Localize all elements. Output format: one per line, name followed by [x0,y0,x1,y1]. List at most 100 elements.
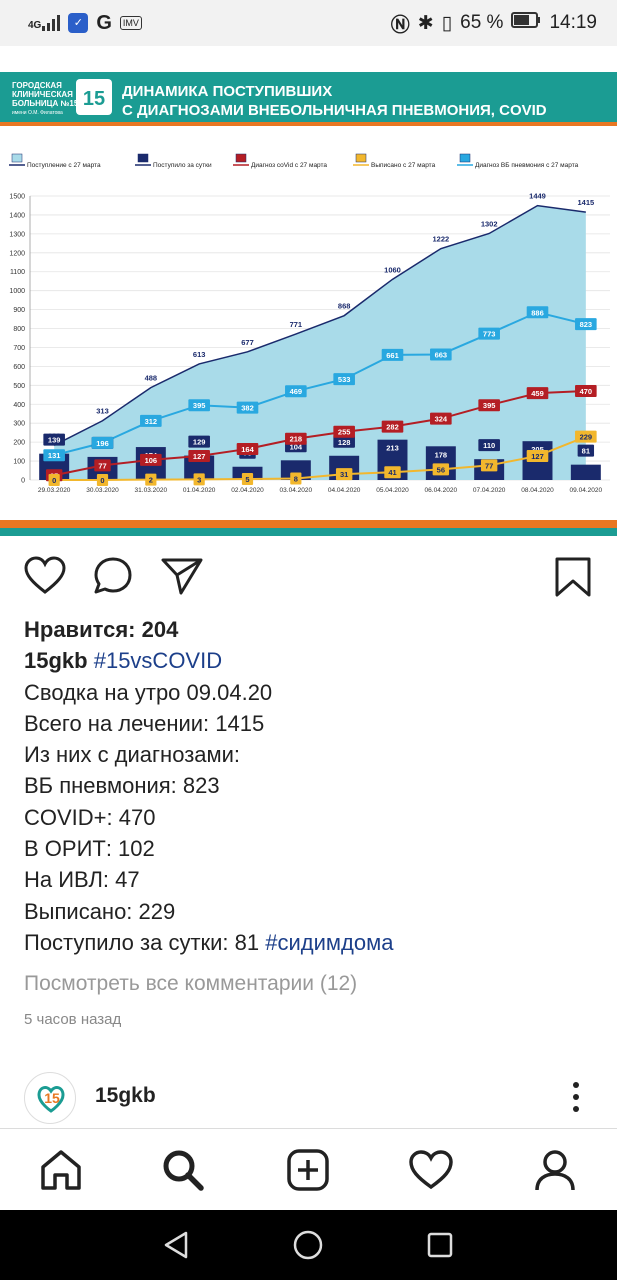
vb-data-label-text: 196 [96,439,109,448]
heart-icon[interactable] [24,556,66,596]
daily-data-label: 178 [430,448,452,461]
vb-data-label-box [478,327,500,340]
avatar[interactable]: 15 [24,1072,76,1124]
discharged-data-label-box [575,430,597,443]
discharged-data-label: 41 [384,466,401,479]
cumulative-data-label: 613 [193,350,206,359]
discharged-data-label: 127 [526,449,549,462]
vb-data-label-box [140,414,162,427]
discharged-data-label-text: 8 [294,474,298,483]
discharged-data-label: 0 [96,474,109,486]
activity-heart-icon[interactable] [408,1147,454,1193]
battery-icon [511,12,541,34]
vb-data-label-text: 661 [386,351,399,360]
post-timestamp: 5 часов назад [24,1011,122,1028]
covid-data-label-box [381,420,404,433]
search-icon[interactable] [160,1147,206,1193]
next-post-username[interactable]: 15gkb [95,1084,156,1107]
discharged-data-label-box [526,449,549,462]
y-tick-label: 600 [13,364,25,371]
post-image[interactable]: ГОРОДСКАЯ КЛИНИЧЕСКАЯ БОЛЬНИЦА №15 имени… [0,46,617,544]
likes-count[interactable]: Нравится: 204 [24,617,179,642]
home-icon[interactable] [38,1147,84,1193]
cumulative-data-label: 868 [338,302,351,311]
vb-data-label: 382 [236,401,259,414]
cumulative-data-label: 677 [241,338,254,347]
x-tick-label: 31.03.2020 [135,487,168,494]
covid-data-label: 459 [526,387,549,400]
x-tick-label: 02.04.2020 [231,487,264,494]
covid-data-label-box [430,412,452,425]
discharged-data-label: 3 [193,473,205,486]
discharged-data-label-box [480,459,498,472]
vb-data-label-text: 131 [48,451,61,460]
covid-data-label-text: 164 [241,445,254,454]
hashtag-link[interactable]: #сидимдома [265,929,394,955]
covid-data-label: 127 [188,449,210,462]
x-tick-label: 03.04.2020 [280,487,313,494]
cumulative-line [53,204,586,447]
infographic-title-line-2: С ДИАГНОЗАМИ ВНЕБОЛЬНИЧНАЯ ПНЕВМОНИЯ, CO… [122,102,547,119]
caption-line: Сводка на утро 09.04.20 [24,679,273,705]
y-tick-label: 1300 [9,231,25,238]
bottom-navigation [0,1128,617,1210]
daily-data-label-text: 178 [435,450,448,459]
discharged-data-label: 5 [241,473,254,486]
covid-data-label: 470 [575,385,597,398]
cumulative-data-label: 1222 [432,235,449,244]
discharged-data-label-box [290,472,302,485]
hospital-logo-icon: 15 [76,79,112,115]
bookmark-icon[interactable] [554,556,592,598]
legend-swatch [355,153,367,163]
discharged-data-label-text: 56 [437,465,445,474]
hashtag-link[interactable]: #15vsCOVID [93,648,223,674]
covid-data-label-text: 324 [435,415,448,424]
y-tick-label: 1400 [9,212,25,219]
vb-data-label: 312 [140,414,162,427]
share-icon[interactable] [160,556,204,596]
profile-icon[interactable] [532,1147,578,1193]
add-post-icon[interactable] [285,1147,331,1193]
post-actions [0,556,617,602]
vb-data-label-box [236,401,259,414]
daily-data-label-box [381,441,404,454]
org-line-1: ГОРОДСКАЯ [12,81,62,90]
org-line-3: БОЛЬНИЦА №15 [12,99,79,108]
vb-data-label-box [381,348,404,361]
cumulative-data-label-text: 613 [193,350,206,359]
discharged-data-label-box [432,463,450,476]
daily-data-label-text: 129 [193,438,206,447]
discharged-data-label-box [193,473,205,486]
caption-header-line: 15gkb #15vsCOVID [24,645,604,676]
daily-data-label-box [478,439,500,452]
caption-username[interactable]: 15gkb [24,648,88,674]
vb-data-label-text: 395 [193,401,206,410]
legend-label: Диагноз coVid с 27 марта [251,162,327,169]
daily-data-label: 139 [43,433,65,446]
cumulative-data-label-text: 1222 [432,235,449,244]
vb-data-label-text: 469 [290,387,303,396]
vb-data-label: 663 [430,348,452,361]
recents-icon[interactable] [426,1231,454,1259]
more-options-icon[interactable] [568,1080,584,1114]
daily-data-label-box [333,435,355,448]
covid-data-label-box [140,453,162,466]
home-circle-icon[interactable] [292,1229,324,1261]
view-comments-link[interactable]: Посмотреть все комментарии (12) [24,972,358,995]
vibrate-icon: ▯ [441,12,453,34]
legend-swatch [235,153,247,163]
cumulative-data-label: 1415 [577,198,594,207]
covid-data-label-box [94,459,111,472]
vb-data-label-text: 533 [338,375,351,384]
discharged-data-label: 56 [432,463,450,476]
infographic: ГОРОДСКАЯ КЛИНИЧЕСКАЯ БОЛЬНИЦА №15 имени… [0,46,617,544]
vb-data-label-text: 886 [531,308,544,317]
cumulative-data-label-text: 1449 [529,192,546,201]
y-tick-label: 400 [13,402,25,409]
legend-item: Выписано с 27 марта [353,153,436,169]
vb-data-label-box [43,449,65,462]
comment-icon[interactable] [92,556,134,596]
caption-line: Поступило за сутки: 81 [24,929,260,955]
back-icon[interactable] [162,1230,192,1260]
y-tick-label: 200 [13,440,25,447]
